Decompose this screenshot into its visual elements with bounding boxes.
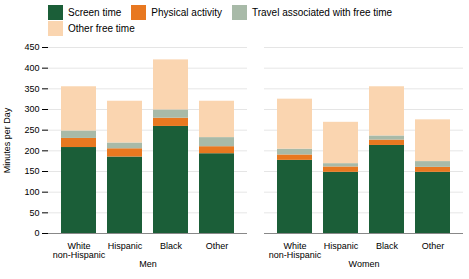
html-text:Physical activity: Physical activity [151, 6, 222, 18]
svg-text:Men: Men [139, 259, 157, 269]
html-text:Travel associated with free ti: Travel associated with free time [251, 6, 393, 18]
svg-text:Black: Black [376, 241, 399, 251]
svg-text:150: 150 [24, 166, 39, 176]
html-text:Other free time: Other free time [68, 23, 135, 35]
svg-text:Whitenon-Hispanic: Whitenon-Hispanic [53, 241, 106, 260]
svg-text:100: 100 [24, 187, 39, 197]
svg-text:Hispanic: Hispanic [324, 241, 359, 251]
svg-text:Hispanic: Hispanic [108, 241, 143, 251]
svg-text:50: 50 [29, 208, 39, 218]
svg-text:Whitenon-Hispanic: Whitenon-Hispanic [269, 241, 322, 260]
svg-text:0: 0 [34, 228, 39, 238]
svg-text:350: 350 [24, 84, 39, 94]
svg-text:450: 450 [24, 42, 39, 52]
svg-text:Women: Women [349, 259, 380, 269]
svg-text:Black: Black [160, 241, 183, 251]
svg-text:Other: Other [206, 241, 229, 251]
html-text:Screen time: Screen time [68, 6, 122, 18]
svg-text:250: 250 [24, 125, 39, 135]
svg-text:200: 200 [24, 146, 39, 156]
svg-text:Other: Other [422, 241, 445, 251]
svg-text:300: 300 [24, 104, 39, 114]
svg-text:Minutes per Day: Minutes per Day [2, 107, 12, 173]
svg-text:400: 400 [24, 63, 39, 73]
